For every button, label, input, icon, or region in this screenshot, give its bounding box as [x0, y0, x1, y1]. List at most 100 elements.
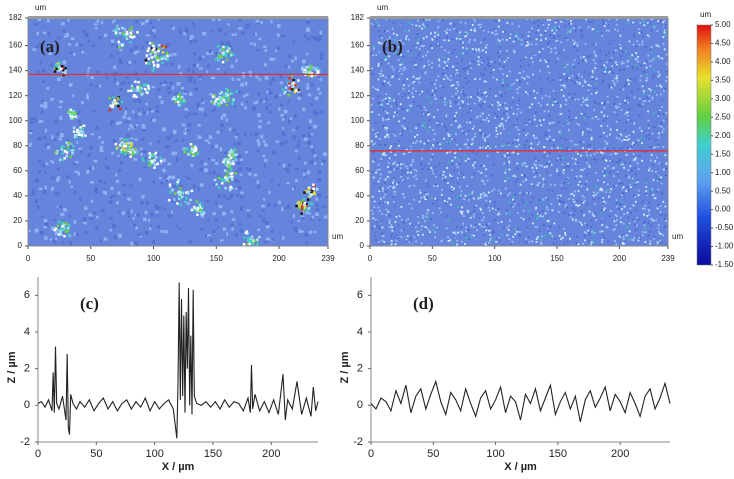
texture [223, 151, 228, 155]
texture [399, 215, 401, 217]
texture [41, 215, 45, 218]
texture [429, 158, 432, 161]
texture [35, 120, 38, 124]
texture [601, 170, 604, 173]
texture [290, 59, 295, 63]
texture [260, 134, 264, 139]
texture [637, 168, 640, 171]
texture [632, 204, 635, 207]
texture [136, 149, 139, 154]
texture [160, 44, 164, 48]
texture [556, 170, 558, 172]
texture [600, 171, 603, 173]
texture [515, 137, 517, 140]
texture [648, 169, 650, 172]
texture [28, 229, 31, 233]
texture [430, 217, 432, 220]
texture [306, 27, 310, 31]
texture [465, 230, 467, 232]
texture [620, 221, 622, 224]
texture [577, 183, 580, 186]
texture [45, 222, 49, 227]
texture [164, 175, 168, 179]
texture [636, 104, 639, 107]
texture [437, 26, 440, 29]
texture [661, 106, 663, 108]
texture [285, 90, 289, 94]
texture [113, 99, 116, 102]
texture [449, 133, 452, 136]
texture [434, 171, 437, 174]
texture [167, 198, 171, 202]
texture [255, 238, 259, 242]
texture [562, 227, 565, 230]
texture [664, 214, 667, 217]
x-tick-label: 200 [613, 254, 627, 263]
texture [622, 138, 625, 141]
texture [381, 153, 384, 156]
texture [33, 116, 37, 120]
texture [193, 185, 197, 190]
texture [446, 60, 449, 63]
texture [96, 70, 100, 73]
texture [236, 194, 240, 197]
texture [183, 131, 187, 136]
texture [474, 20, 477, 23]
texture [377, 64, 380, 67]
texture [150, 30, 153, 34]
texture [281, 132, 286, 136]
texture [631, 66, 634, 69]
texture [471, 192, 474, 195]
texture [634, 157, 637, 160]
texture [77, 119, 81, 123]
texture [70, 142, 73, 145]
texture [234, 158, 238, 162]
texture [109, 228, 113, 232]
texture [303, 191, 306, 194]
texture [409, 54, 412, 57]
texture [456, 166, 459, 169]
texture [565, 187, 568, 190]
texture [508, 162, 511, 165]
texture [186, 129, 190, 132]
texture [528, 120, 531, 123]
texture [175, 157, 179, 162]
texture [611, 65, 614, 67]
texture [186, 202, 191, 205]
texture [553, 37, 556, 39]
texture [304, 190, 308, 193]
texture [222, 158, 226, 162]
texture [468, 228, 471, 231]
texture [414, 45, 416, 48]
texture [250, 235, 254, 239]
texture [541, 97, 544, 99]
texture [534, 157, 536, 160]
texture [270, 229, 274, 233]
texture [130, 144, 133, 147]
texture [396, 183, 398, 186]
texture [158, 57, 161, 61]
texture [549, 174, 552, 177]
texture [600, 211, 603, 214]
texture [144, 156, 147, 161]
texture [477, 96, 480, 99]
texture [54, 241, 57, 245]
texture [426, 216, 429, 219]
texture [402, 152, 405, 155]
texture [412, 176, 415, 178]
y-tick-label: 0 [360, 241, 365, 250]
texture [649, 65, 652, 67]
texture [552, 35, 555, 38]
texture [479, 104, 482, 107]
texture [446, 28, 449, 31]
texture [68, 42, 72, 46]
texture [520, 39, 523, 41]
texture [595, 219, 597, 221]
texture [226, 89, 230, 92]
texture [422, 112, 425, 115]
texture [489, 229, 492, 232]
texture [403, 180, 406, 183]
texture [464, 31, 467, 34]
colorbar-tick-label: 0.50 [715, 186, 731, 195]
texture [576, 235, 578, 238]
